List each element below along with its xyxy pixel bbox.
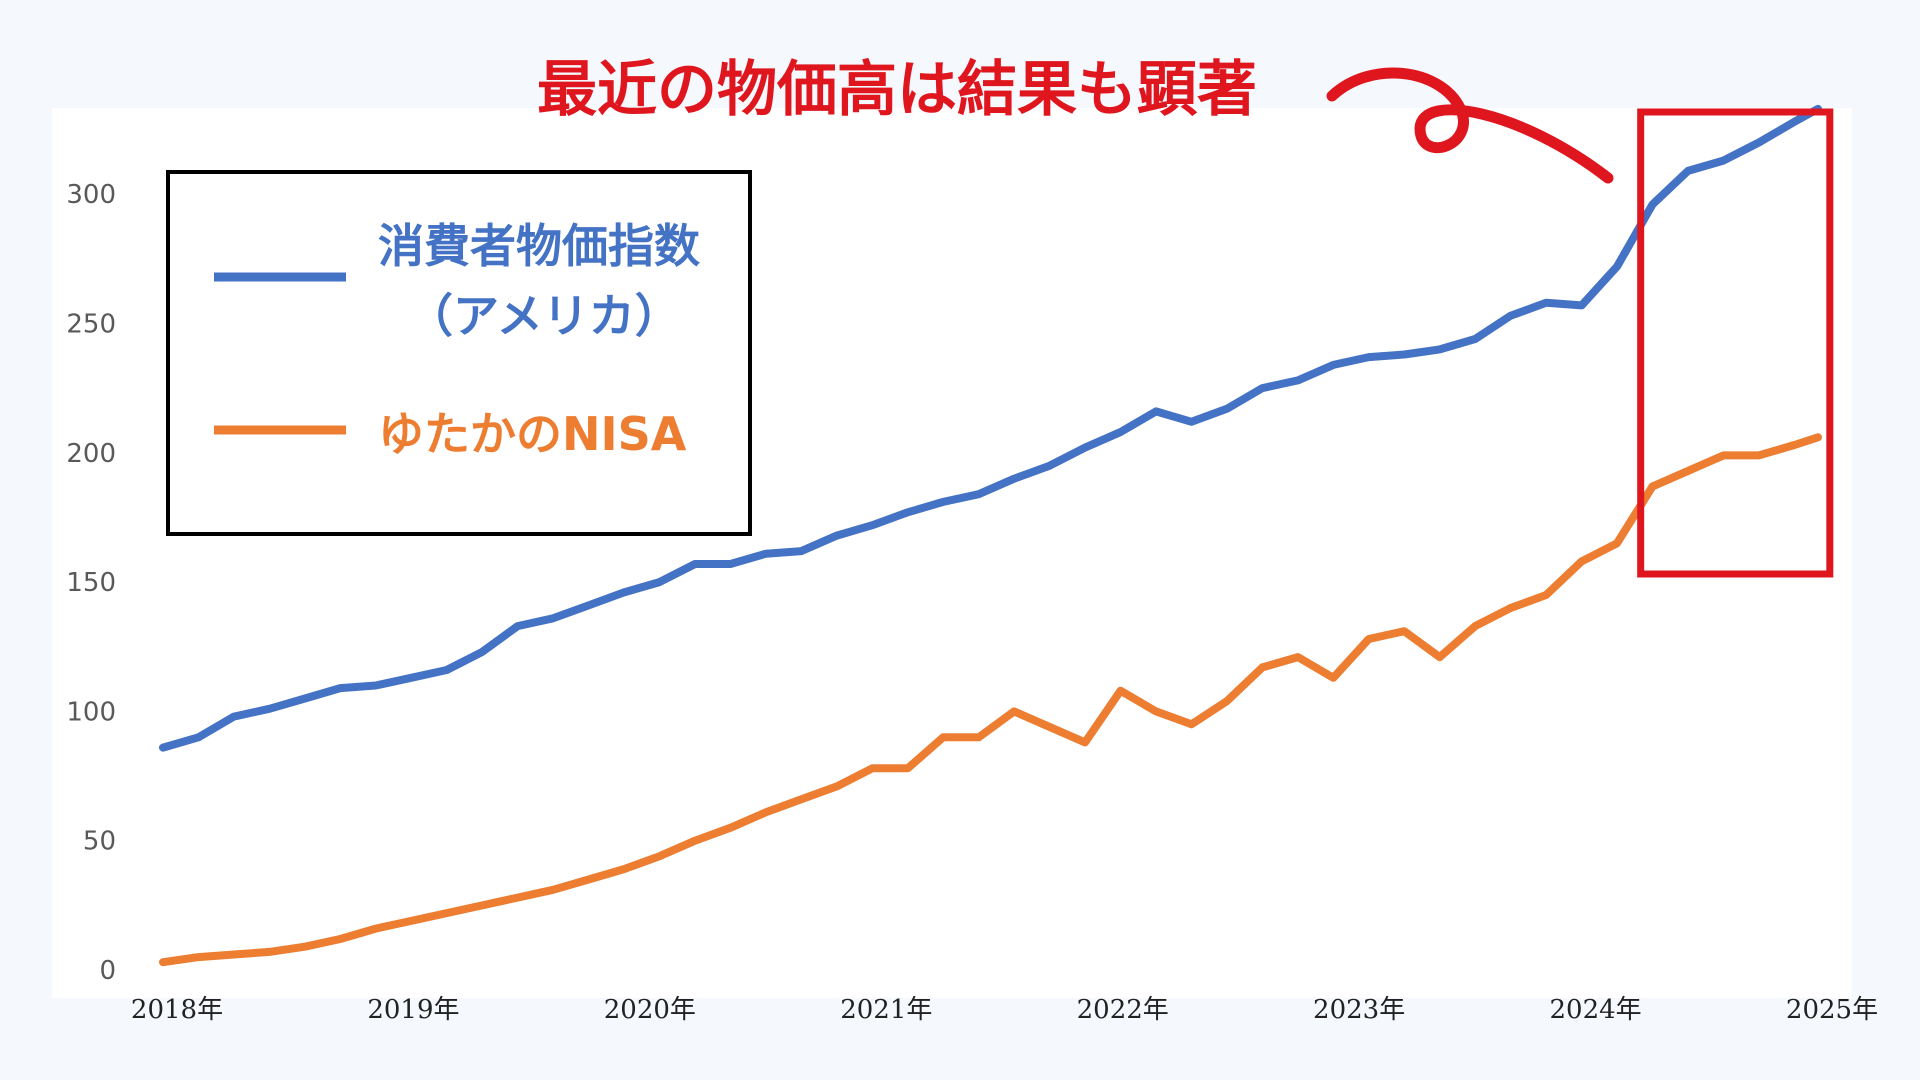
legend: 消費者物価指数 （アメリカ） ゆたかのNISA [166, 170, 752, 536]
series-line-nisa [159, 433, 1822, 967]
legend-label-cpi-line2: （アメリカ） [407, 289, 681, 343]
y-tick-label: 300 [66, 180, 116, 210]
legend-label-nisa: ゆたかのNISA [378, 407, 687, 461]
x-tick-label: 2023年 [1313, 995, 1405, 1025]
x-tick-label: 2024年 [1549, 995, 1641, 1025]
x-tick-label: 2018年 [131, 995, 223, 1025]
series-line-cpi [159, 104, 1822, 752]
y-tick-label: 50 [83, 827, 116, 857]
x-tick-label: 2021年 [840, 995, 932, 1025]
y-tick-label: 250 [66, 310, 116, 340]
y-axis-ticks: 0 50 100 150 200 250 300 [66, 180, 116, 986]
highlight-box [1637, 108, 1834, 578]
legend-label-cpi-line1: 消費者物価指数 [378, 219, 700, 273]
y-tick-label: 200 [66, 439, 116, 469]
headline: 最近の物価高は結果も顕著 [537, 55, 1257, 125]
x-tick-label: 2022年 [1077, 995, 1169, 1025]
y-tick-label: 100 [66, 697, 116, 727]
y-tick-label: 0 [99, 956, 116, 986]
x-tick-label: 2020年 [604, 995, 696, 1025]
legend-box [166, 170, 752, 536]
x-tick-label: 2025年 [1786, 995, 1878, 1025]
x-axis-ticks: 2018年 2019年 2020年 2021年 2022年 2023年 2024年 2025年 [131, 995, 1878, 1025]
x-tick-label: 2019年 [367, 995, 459, 1025]
curved-arrow-icon [1326, 67, 1614, 184]
y-tick-label: 150 [66, 568, 116, 598]
series-lines [159, 104, 1822, 967]
